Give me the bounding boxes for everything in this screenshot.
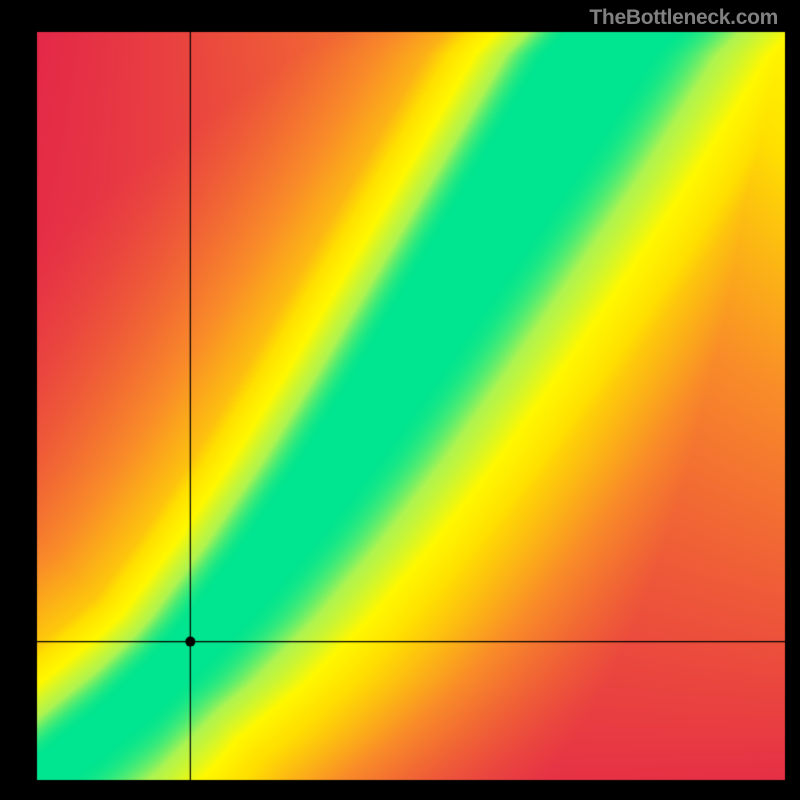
- chart-container: TheBottleneck.com: [0, 0, 800, 800]
- bottleneck-heatmap: [0, 0, 800, 800]
- watermark-text: TheBottleneck.com: [589, 6, 778, 30]
